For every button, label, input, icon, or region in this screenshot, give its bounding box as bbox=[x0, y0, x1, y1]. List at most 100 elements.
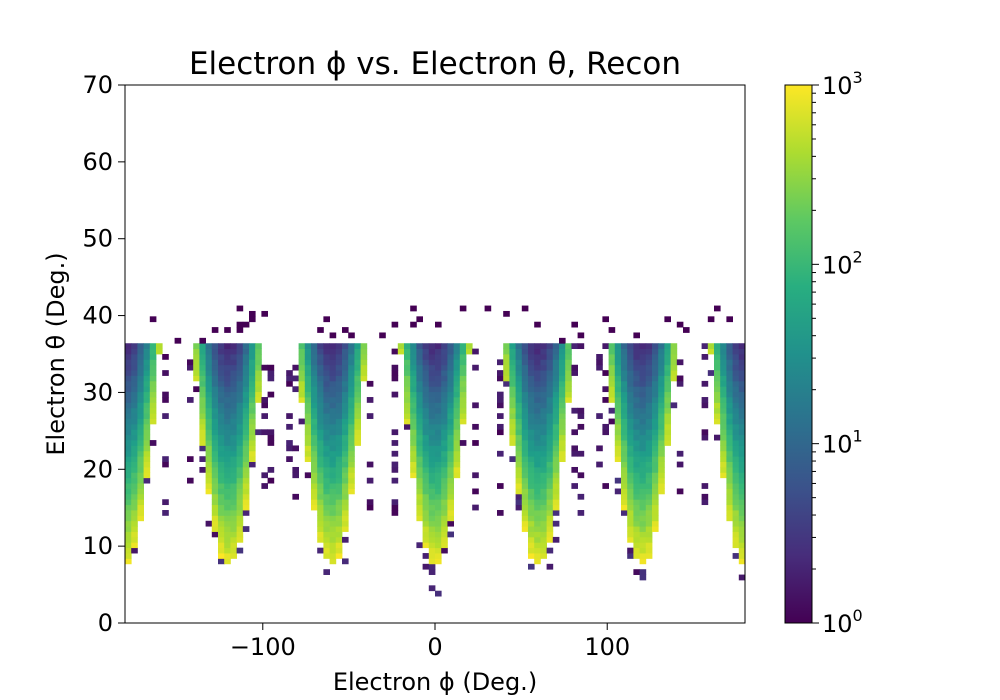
heatmap-cell bbox=[658, 423, 665, 430]
heatmap-cell bbox=[627, 461, 634, 468]
heatmap-cell bbox=[236, 526, 244, 532]
heatmap-cell bbox=[323, 569, 330, 575]
heatmap-cell bbox=[236, 510, 244, 516]
heatmap-cell bbox=[441, 493, 448, 500]
heatmap-cell bbox=[676, 375, 684, 382]
heatmap-cell bbox=[732, 536, 740, 543]
heatmap-cell bbox=[738, 499, 746, 506]
heatmap-cell bbox=[540, 477, 547, 484]
heatmap-cell bbox=[360, 370, 368, 376]
heatmap-cell bbox=[236, 504, 244, 511]
heatmap-cell bbox=[298, 375, 306, 382]
heatmap-cell bbox=[211, 483, 219, 489]
heatmap-cell bbox=[242, 375, 250, 382]
heatmap-cell bbox=[335, 386, 343, 393]
heatmap-cell bbox=[621, 450, 628, 457]
heatmap-cell bbox=[304, 440, 312, 446]
heatmap-cell bbox=[720, 348, 727, 355]
heatmap-cell bbox=[149, 380, 157, 387]
heatmap-cell bbox=[639, 434, 647, 441]
heatmap-cell bbox=[342, 488, 349, 495]
heatmap-cell bbox=[354, 391, 361, 398]
heatmap-cell bbox=[224, 526, 231, 532]
heatmap-cell bbox=[497, 450, 504, 457]
heatmap-cell bbox=[422, 483, 430, 489]
heatmap-cell bbox=[199, 429, 206, 436]
heatmap-cell bbox=[652, 359, 659, 366]
heatmap-cell bbox=[707, 316, 715, 323]
heatmap-cell bbox=[521, 483, 529, 489]
heatmap-cell bbox=[627, 531, 634, 538]
heatmap-cell bbox=[447, 370, 454, 376]
heatmap-cell bbox=[224, 477, 231, 484]
heatmap-cell bbox=[509, 413, 516, 419]
heatmap-cell bbox=[404, 391, 411, 398]
heatmap-cell bbox=[534, 510, 541, 516]
heatmap-cell bbox=[410, 445, 417, 452]
heatmap-cell bbox=[205, 375, 213, 382]
heatmap-cell bbox=[441, 461, 448, 468]
heatmap-cell bbox=[199, 397, 206, 403]
heatmap-cell bbox=[732, 504, 740, 511]
heatmap-cell bbox=[329, 515, 337, 522]
heatmap-cell bbox=[621, 418, 628, 425]
heatmap-cell bbox=[143, 359, 151, 366]
heatmap-cell bbox=[298, 386, 306, 393]
heatmap-cell bbox=[528, 418, 535, 425]
heatmap-cell bbox=[230, 483, 237, 489]
heatmap-cell bbox=[193, 359, 200, 366]
heatmap-cell bbox=[447, 407, 454, 414]
heatmap-cell bbox=[546, 423, 554, 430]
heatmap-cell bbox=[323, 370, 330, 376]
heatmap-cell bbox=[497, 397, 504, 403]
heatmap-cell bbox=[732, 477, 740, 484]
heatmap-cell bbox=[205, 472, 213, 479]
heatmap-cell bbox=[447, 472, 454, 479]
heatmap-cell bbox=[596, 461, 603, 468]
heatmap-cell bbox=[435, 407, 442, 414]
heatmap-cell bbox=[224, 520, 231, 527]
heatmap-cell bbox=[131, 472, 138, 479]
heatmap-cell bbox=[714, 375, 721, 382]
heatmap-cell bbox=[224, 547, 231, 554]
heatmap-cell bbox=[645, 434, 653, 441]
heatmap-cell bbox=[348, 483, 355, 489]
heatmap-cell bbox=[211, 423, 219, 430]
heatmap-cell bbox=[633, 547, 640, 554]
heatmap-cell bbox=[311, 499, 318, 506]
y-tick-label: 60 bbox=[82, 148, 113, 176]
heatmap-cell bbox=[224, 488, 231, 495]
heatmap-cell bbox=[596, 413, 603, 419]
heatmap-cell bbox=[236, 380, 244, 387]
heatmap-cell bbox=[732, 493, 740, 500]
heatmap-cell bbox=[323, 413, 330, 419]
heatmap-cell bbox=[131, 466, 138, 473]
heatmap-cell bbox=[546, 483, 554, 489]
heatmap-cell bbox=[738, 526, 746, 532]
heatmap-cell bbox=[323, 477, 330, 484]
heatmap-cell bbox=[323, 445, 330, 452]
heatmap-cell bbox=[497, 370, 504, 376]
heatmap-cell bbox=[546, 348, 554, 355]
heatmap-cell bbox=[664, 407, 671, 414]
heatmap-cell bbox=[447, 418, 454, 425]
heatmap-cell bbox=[540, 466, 547, 473]
heatmap-cell bbox=[242, 483, 250, 489]
heatmap-cell bbox=[224, 558, 231, 565]
heatmap-cell bbox=[131, 547, 138, 554]
heatmap-cell bbox=[540, 515, 547, 522]
heatmap-cell bbox=[404, 407, 411, 414]
heatmap-cell bbox=[255, 364, 262, 371]
heatmap-cell bbox=[639, 418, 647, 425]
heatmap-cell bbox=[515, 380, 523, 387]
heatmap-cell bbox=[652, 429, 659, 436]
heatmap-cell bbox=[701, 380, 709, 387]
heatmap-cell bbox=[416, 493, 423, 500]
heatmap-cell bbox=[435, 590, 442, 597]
heatmap-cell bbox=[546, 386, 554, 393]
heatmap-cell bbox=[726, 348, 733, 355]
heatmap-cell bbox=[664, 343, 671, 350]
heatmap-cell bbox=[459, 359, 467, 366]
heatmap-cell bbox=[125, 418, 132, 425]
heatmap-cell bbox=[534, 429, 541, 436]
